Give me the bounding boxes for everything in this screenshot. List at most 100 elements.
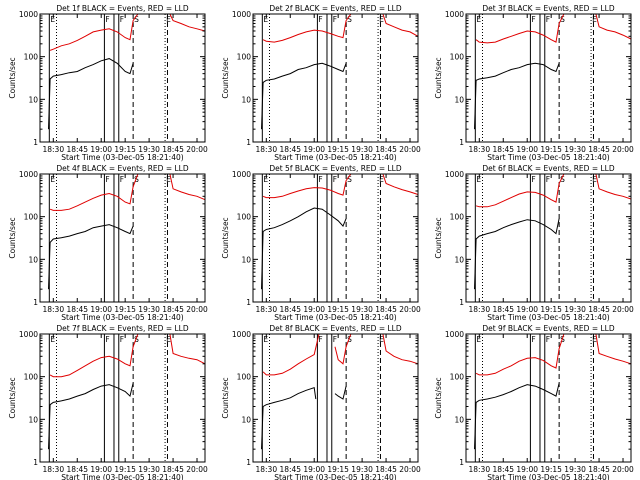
time-marker-label: F: [318, 15, 322, 24]
plot-frame: [465, 13, 632, 143]
x-tick-label: 19:00: [303, 465, 325, 474]
x-tick-label: 18:45: [66, 465, 88, 474]
y-tick-label: 1: [459, 458, 464, 467]
x-tick-label: 18:45: [279, 145, 301, 154]
x-tick-label: 19:15: [114, 465, 136, 474]
lld-rate-line: [595, 173, 632, 200]
lld-rate-line: [49, 173, 142, 211]
panel-title: Det 3f BLACK = Events, RED = LLD: [482, 4, 615, 13]
y-tick-label: 1000: [232, 170, 251, 179]
x-tick-label: 20:00: [612, 465, 634, 474]
time-marker-label: E: [166, 15, 171, 24]
time-marker-label: F: [546, 335, 550, 344]
y-tick-label: 10: [28, 95, 38, 104]
x-tick-label: 19:15: [540, 145, 562, 154]
x-axis-label: Start Time (03-Dec-05 18:21:40): [61, 153, 183, 162]
x-tick-label: 19:15: [327, 465, 349, 474]
panel-title: Det 5f BLACK = Events, RED = LLD: [269, 164, 402, 173]
x-tick-label: 19:30: [138, 145, 160, 154]
lld-rate-line: [49, 333, 142, 378]
y-tick-label: 100: [24, 373, 39, 382]
y-tick-label: 10: [454, 255, 464, 264]
y-axis-label: Counts/sec: [434, 217, 443, 258]
x-tick-label: 19:30: [351, 305, 373, 314]
x-tick-label: 20:00: [612, 305, 634, 314]
x-tick-label: 18:30: [468, 465, 490, 474]
x-tick-label: 19:15: [114, 145, 136, 154]
time-marker-label: F: [105, 175, 109, 184]
plot-frame: [39, 333, 206, 463]
lld-rate-line: [169, 333, 206, 365]
x-axis-label: Start Time (03-Dec-05 18:21:40): [487, 313, 609, 322]
x-tick-label: 19:30: [138, 305, 160, 314]
panel-title: Det 1f BLACK = Events, RED = LLD: [56, 4, 189, 13]
plot-frame: [465, 333, 632, 463]
plot-frame: [39, 13, 206, 143]
y-axis-label: Counts/sec: [8, 217, 17, 258]
x-tick-label: 18:45: [66, 145, 88, 154]
x-tick-label: 18:30: [42, 465, 64, 474]
y-tick-label: 1: [33, 138, 38, 147]
y-tick-label: 100: [450, 373, 465, 382]
y-tick-label: 1: [246, 298, 251, 307]
event-rate-line: [474, 218, 560, 290]
x-tick-label: 18:45: [492, 465, 514, 474]
panel-title: Det 8f BLACK = Events, RED = LLD: [269, 324, 402, 333]
lld-rate-line: [475, 13, 568, 44]
time-marker-label: F: [333, 335, 337, 344]
x-tick-label: 20:00: [186, 145, 208, 154]
time-marker-label: F: [120, 15, 124, 24]
x-axis-label: Start Time (03-Dec-05 18:21:40): [61, 313, 183, 322]
x-tick-label: 19:00: [303, 145, 325, 154]
event-rate-line: [48, 224, 134, 290]
x-tick-label: 18:45: [588, 145, 610, 154]
y-tick-label: 10: [241, 95, 251, 104]
x-tick-label: 18:30: [468, 145, 490, 154]
x-tick-label: 18:45: [279, 465, 301, 474]
y-tick-label: 1000: [19, 330, 38, 339]
y-tick-label: 1: [33, 458, 38, 467]
time-marker-label: E: [476, 15, 481, 24]
y-tick-label: 100: [24, 53, 39, 62]
time-marker-label: S: [560, 335, 565, 344]
y-tick-label: 10: [454, 415, 464, 424]
x-tick-label: 19:30: [138, 465, 160, 474]
x-tick-label: 18:45: [375, 145, 397, 154]
time-marker-label: S: [347, 335, 352, 344]
time-marker-label: F: [531, 175, 535, 184]
time-marker-label: F: [333, 175, 337, 184]
panel-title: Det 2f BLACK = Events, RED = LLD: [269, 4, 402, 13]
plot-frame: [465, 173, 632, 303]
y-tick-label: 10: [241, 415, 251, 424]
y-tick-label: 1: [459, 298, 464, 307]
x-tick-label: 18:45: [162, 305, 184, 314]
lld-rate-line: [595, 13, 632, 40]
x-tick-label: 19:15: [540, 305, 562, 314]
x-tick-label: 18:45: [588, 465, 610, 474]
plot-frame: [252, 333, 419, 463]
lld-rate-line: [262, 173, 355, 199]
lld-rate-line: [475, 333, 568, 376]
y-tick-label: 1: [33, 298, 38, 307]
x-tick-label: 18:30: [255, 145, 277, 154]
time-marker-label: E: [50, 335, 55, 344]
x-tick-label: 19:15: [327, 305, 349, 314]
time-marker-label: E: [592, 175, 597, 184]
event-rate-line: [48, 383, 134, 450]
y-axis-label: Counts/sec: [8, 57, 17, 98]
y-axis-label: Counts/sec: [434, 377, 443, 418]
panel-title: Det 7f BLACK = Events, RED = LLD: [56, 324, 189, 333]
x-tick-label: 19:30: [564, 305, 586, 314]
y-tick-label: 1000: [445, 330, 464, 339]
plot-frame: [39, 173, 206, 303]
lld-rate-line: [49, 13, 142, 51]
x-tick-label: 19:15: [327, 145, 349, 154]
x-axis-label: Start Time (03-Dec-05 18:21:40): [274, 153, 396, 162]
x-tick-label: 20:00: [186, 305, 208, 314]
